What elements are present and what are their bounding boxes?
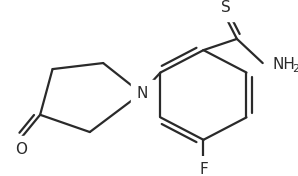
Text: 2: 2 [292, 64, 298, 74]
Text: O: O [15, 142, 27, 157]
Text: F: F [199, 162, 208, 176]
Text: NH: NH [272, 57, 295, 72]
Text: S: S [221, 0, 230, 15]
Text: N: N [137, 86, 148, 101]
